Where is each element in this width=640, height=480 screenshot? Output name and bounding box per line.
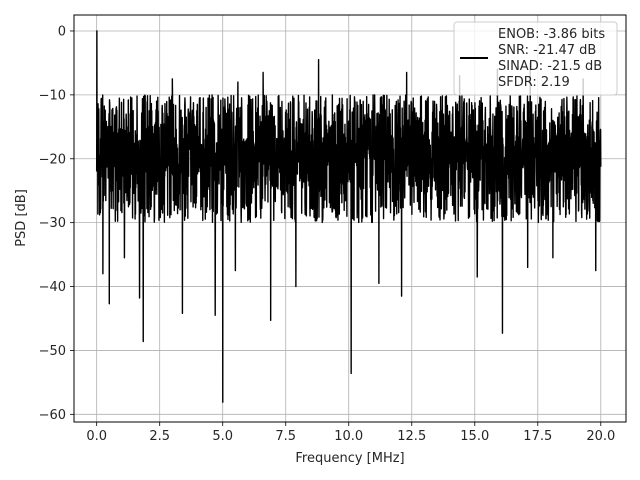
legend-enob: ENOB: -3.86 bits [498,27,605,42]
y-tick-label: −30 [39,216,66,231]
x-tick-label: 20.0 [586,429,615,444]
x-tick-label: 15.0 [460,429,489,444]
legend-snr: SNR: -21.47 dB [498,43,596,58]
legend-sfdr: SFDR: 2.19 [498,75,570,90]
x-tick-label: 0.0 [86,429,107,444]
x-tick-label: 17.5 [523,429,552,444]
y-tick-label: −50 [39,344,66,359]
psd-series [95,30,602,403]
plot-frame [73,14,627,423]
legend: ENOB: -3.86 bits SNR: -21.47 dB SINAD: -… [453,21,618,96]
legend-sinad: SINAD: -21.5 dB [498,59,602,74]
x-tick-label: 10.0 [334,429,363,444]
y-axis-label: PSD [dB] [14,189,29,247]
x-tick-label: 2.5 [149,429,170,444]
axis-ticks: 0.0 2.5 5.0 7.5 10.0 12.5 15.0 17.5 20.0 0 −10 −20 −… [39,24,616,444]
y-tick-label: −40 [39,280,66,295]
y-tick-label: −20 [39,152,66,167]
y-tick-label: −60 [39,408,66,423]
y-tick-label: −10 [39,88,66,103]
x-axis-label: Frequency [MHz] [295,451,404,466]
legend-box [453,21,618,96]
psd-trace [95,30,602,403]
x-tick-label: 5.0 [212,429,233,444]
x-tick-label: 12.5 [397,429,426,444]
y-tick-label: 0 [58,24,66,39]
x-tick-label: 7.5 [275,429,296,444]
